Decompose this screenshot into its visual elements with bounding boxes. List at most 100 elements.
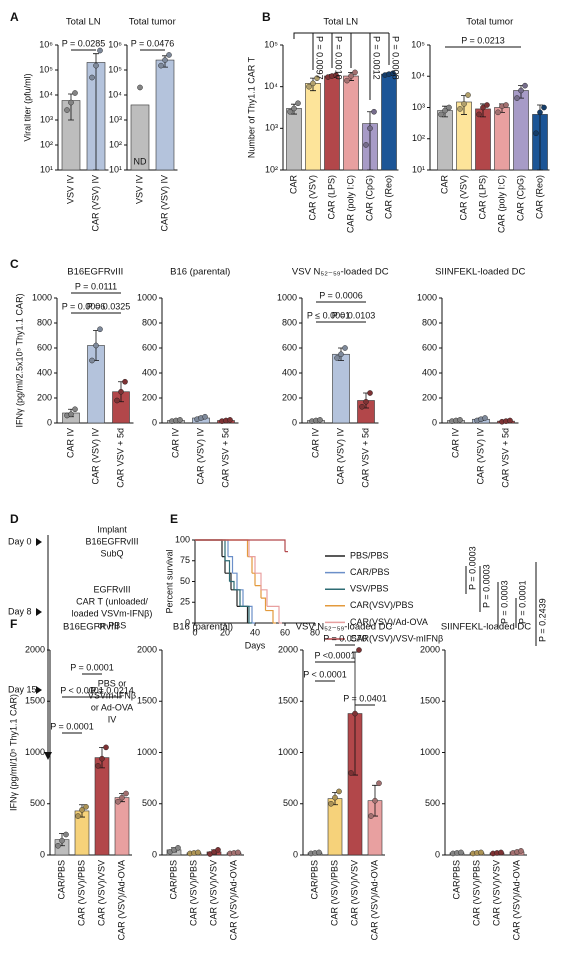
y-tick-label: 1500 [25,696,45,706]
data-point [498,849,504,856]
survival-step [225,560,231,582]
y-tick-label: 100 [175,534,190,544]
y-tick-label: 25 [180,597,190,607]
survival-step [261,589,268,607]
chart-title: VSV N₅₂₋₅₉-loaded DC [296,622,393,633]
data-point [68,411,74,418]
chart-title: Total LN [323,17,358,28]
bar [332,353,350,424]
data-point [332,794,338,801]
p-value: P = 0.0401 [343,693,387,703]
data-point [291,105,297,112]
data-point [344,77,350,84]
timeline-step: or PBS [98,620,127,630]
x-tick-label: 0 [192,627,197,637]
survival-step [228,556,234,574]
x-tick-label: 40 [250,627,260,637]
survival-step [195,539,223,557]
p-value: P < 0.0001 [303,669,347,679]
data-point [115,798,121,805]
data-point [533,130,539,137]
survival-step [265,609,274,623]
timeline-marker [36,686,42,694]
x-tick-label: CAR (VSV) [307,175,317,221]
data-point [114,397,120,404]
data-point [336,788,342,795]
y-tick-label: 10¹ [412,164,425,174]
data-point [177,417,183,423]
x-tick-label: CAR (VSV) IV [90,175,100,232]
y-axis-label: Percent survival [164,549,174,613]
chart-title: Total tumor [466,17,513,28]
data-point [348,73,354,79]
data-point [118,388,124,395]
x-axis-label: Days [245,640,266,650]
data-point [119,794,125,801]
y-tick-label: 1000 [32,292,52,302]
y-tick-label: 1000 [277,292,297,302]
chart-title: SIINFEKL-loaded DC [441,622,531,633]
data-point [95,763,101,769]
y-tick-label: 0 [47,417,52,427]
legend-label: VSV/PBS [350,584,389,594]
data-point [59,837,65,844]
y-axis-label: Viral titer (pfu/ml) [22,73,32,141]
y-tick-label: 10³ [40,114,53,124]
data-point [158,62,164,69]
data-point [314,75,320,81]
survival-step [267,605,280,623]
legend-label: PBS/PBS [350,550,389,560]
data-point [123,790,129,797]
x-tick-label: CAR (VSV)/VSV [208,860,218,926]
survival-step [234,589,241,607]
survival-step [249,556,256,574]
data-point [333,72,339,78]
data-point [376,780,382,787]
y-tick-label: 75 [180,555,190,565]
p-value: P = 0.0214 [90,685,134,695]
timeline-step: PBS or [98,678,127,688]
y-tick-label: 400 [37,367,52,377]
timeline-marker [36,538,42,546]
x-tick-label: CAR (VSV)/VSV [491,860,501,926]
y-tick-label: 2000 [25,644,45,654]
data-point [317,417,323,423]
y-tick-label: 400 [282,367,297,377]
y-tick-label: 1000 [278,747,298,757]
data-point [507,417,513,424]
data-point [476,111,482,118]
chart-title: Total tumor [129,17,176,28]
y-tick-label: 1000 [417,292,437,302]
x-tick-label: CAR (LPS) [326,175,336,220]
survival-step [231,589,238,607]
bar [494,107,510,171]
bar [155,59,175,171]
data-point [363,398,369,405]
data-point [352,710,358,717]
y-tick-label: 0 [432,417,437,427]
y-tick-label: 2000 [420,644,440,654]
y-tick-label: 1000 [25,747,45,757]
y-tick-label: 10² [109,139,122,149]
bar [286,108,302,171]
p-value: P = 0.0001 [517,580,527,624]
timeline-arrowhead [44,752,52,760]
x-tick-label: CAR (Reo) [534,175,544,219]
y-tick-label: 0 [152,849,157,859]
x-tick-label: VSV IV [134,175,144,204]
y-tick-label: 600 [142,342,157,352]
timeline-step: CAR T (unloaded/ [76,596,148,606]
y-tick-label: 1000 [420,747,440,757]
data-point [541,104,547,111]
legend-label: CAR(VSV)/PBS [350,600,414,610]
bar [437,110,453,171]
survival-step [225,572,232,590]
data-point [137,84,143,91]
p-value: P = 0.0003 [481,564,491,608]
x-tick-label: CAR/PBS [309,860,319,900]
y-axis-label: Number of Thy1.1 CAR T [246,56,256,158]
x-tick-label: CAR (CpG) [364,175,374,221]
x-tick-label: CAR (poly I:C) [496,175,506,233]
timeline-step: B16EGFRvIII [85,536,138,546]
x-tick-label: CAR/PBS [168,860,178,900]
